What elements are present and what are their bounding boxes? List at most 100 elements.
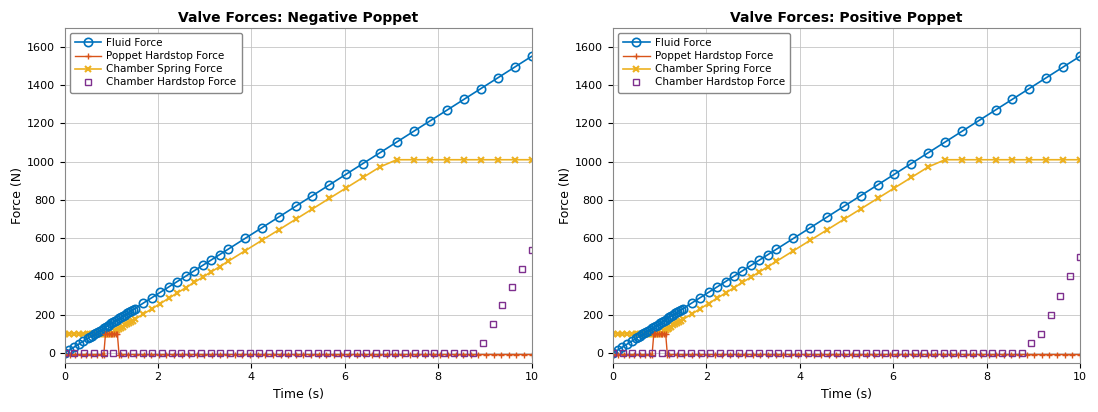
Chamber Hardstop Force xyxy=(126,351,139,356)
Fluid Force xyxy=(136,301,149,306)
Line: Chamber Spring Force: Chamber Spring Force xyxy=(609,156,1084,337)
Fluid Force xyxy=(804,225,817,230)
Chamber Hardstop Force xyxy=(477,341,490,346)
Fluid Force xyxy=(631,335,645,339)
Chamber Hardstop Force xyxy=(664,351,677,356)
Chamber Hardstop Force xyxy=(636,351,649,356)
Chamber Hardstop Force xyxy=(704,351,717,356)
Chamber Hardstop Force xyxy=(1054,293,1067,298)
Chamber Spring Force xyxy=(606,331,619,336)
Chamber Hardstop Force xyxy=(389,351,402,356)
Chamber Hardstop Force xyxy=(616,351,629,356)
Chamber Hardstop Force xyxy=(1034,331,1047,336)
Chamber Hardstop Force xyxy=(457,351,470,356)
Poppet Hardstop Force xyxy=(807,352,820,357)
Chamber Spring Force xyxy=(83,331,97,336)
Chamber Hardstop Force xyxy=(233,351,246,356)
Poppet Hardstop Force xyxy=(989,352,1002,357)
Chamber Hardstop Force xyxy=(360,351,373,356)
Fluid Force xyxy=(649,323,662,328)
Chamber Hardstop Force xyxy=(976,351,989,356)
Legend: Fluid Force, Poppet Hardstop Force, Chamber Spring Force, Chamber Hardstop Force: Fluid Force, Poppet Hardstop Force, Cham… xyxy=(70,33,242,93)
Chamber Hardstop Force xyxy=(1074,255,1087,260)
Chamber Hardstop Force xyxy=(782,351,795,356)
Fluid Force xyxy=(89,331,102,336)
Chamber Hardstop Force xyxy=(792,351,805,356)
Chamber Hardstop Force xyxy=(525,247,538,252)
Chamber Hardstop Force xyxy=(505,285,518,290)
Line: Fluid Force: Fluid Force xyxy=(609,52,1084,357)
Chamber Hardstop Force xyxy=(996,351,1009,356)
Line: Chamber Spring Force: Chamber Spring Force xyxy=(61,156,535,337)
Chamber Hardstop Force xyxy=(684,351,697,356)
Chamber Spring Force xyxy=(804,238,817,243)
Poppet Hardstop Force xyxy=(167,352,180,357)
Chamber Hardstop Force xyxy=(878,351,892,356)
Chamber Hardstop Force xyxy=(156,351,169,356)
Fluid Force xyxy=(83,335,97,339)
Chamber Hardstop Force xyxy=(243,351,256,356)
Fluid Force xyxy=(685,301,698,306)
Poppet Hardstop Force xyxy=(1074,352,1087,357)
Chamber Hardstop Force xyxy=(282,351,295,356)
Poppet Hardstop Force xyxy=(606,352,619,357)
Chamber Hardstop Force xyxy=(860,351,873,356)
Chamber Hardstop Force xyxy=(898,351,911,356)
Chamber Hardstop Force xyxy=(340,351,354,356)
Chamber Hardstop Force xyxy=(772,351,785,356)
Y-axis label: Force (N): Force (N) xyxy=(559,166,572,224)
Chamber Hardstop Force xyxy=(674,351,687,356)
Chamber Hardstop Force xyxy=(321,351,334,356)
Chamber Hardstop Force xyxy=(88,351,101,356)
Chamber Hardstop Force xyxy=(724,351,737,356)
Chamber Hardstop Force xyxy=(165,351,178,356)
Chamber Hardstop Force xyxy=(224,351,237,356)
Chamber Hardstop Force xyxy=(1044,312,1057,317)
Poppet Hardstop Force xyxy=(716,352,729,357)
Chamber Hardstop Force xyxy=(116,351,130,356)
Chamber Hardstop Force xyxy=(437,351,450,356)
Fluid Force xyxy=(606,351,619,356)
Chamber Spring Force xyxy=(649,331,662,336)
Chamber Hardstop Force xyxy=(204,351,217,356)
Chamber Hardstop Force xyxy=(810,351,824,356)
Poppet Hardstop Force xyxy=(1028,352,1041,357)
Chamber Hardstop Force xyxy=(184,351,198,356)
Chamber Hardstop Force xyxy=(888,351,901,356)
Chamber Hardstop Force xyxy=(97,351,110,356)
Poppet Hardstop Force xyxy=(525,352,538,357)
Chamber Hardstop Force xyxy=(301,351,314,356)
Chamber Hardstop Force xyxy=(467,351,480,356)
X-axis label: Time (s): Time (s) xyxy=(272,388,324,401)
Chamber Hardstop Force xyxy=(937,351,950,356)
Chamber Hardstop Force xyxy=(986,351,999,356)
Chamber Hardstop Force xyxy=(486,322,500,327)
Chamber Hardstop Force xyxy=(956,351,970,356)
Chamber Hardstop Force xyxy=(869,351,882,356)
Fluid Force xyxy=(525,54,538,59)
Chamber Hardstop Force xyxy=(379,351,392,356)
Poppet Hardstop Force xyxy=(480,352,493,357)
Chamber Hardstop Force xyxy=(58,351,71,356)
Chamber Hardstop Force xyxy=(369,351,382,356)
Chamber Spring Force xyxy=(89,331,102,336)
Chamber Hardstop Force xyxy=(399,351,412,356)
Chamber Spring Force xyxy=(631,331,645,336)
Chamber Spring Force xyxy=(685,311,698,316)
Poppet Hardstop Force xyxy=(457,352,470,357)
Fluid Force xyxy=(616,344,629,349)
Chamber Hardstop Force xyxy=(694,351,707,356)
Chamber Spring Force xyxy=(616,331,629,336)
Chamber Hardstop Force xyxy=(107,351,120,356)
Chamber Hardstop Force xyxy=(146,351,159,356)
Title: Valve Forces: Positive Poppet: Valve Forces: Positive Poppet xyxy=(730,11,963,25)
Fluid Force xyxy=(638,331,651,336)
Chamber Hardstop Force xyxy=(272,351,285,356)
Chamber Spring Force xyxy=(525,157,538,162)
Chamber Hardstop Force xyxy=(330,351,344,356)
Line: Chamber Hardstop Force: Chamber Hardstop Force xyxy=(609,254,1084,356)
Title: Valve Forces: Negative Poppet: Valve Forces: Negative Poppet xyxy=(178,11,418,25)
Chamber Spring Force xyxy=(939,157,952,162)
Chamber Hardstop Force xyxy=(262,351,276,356)
Y-axis label: Force (N): Force (N) xyxy=(11,166,24,224)
